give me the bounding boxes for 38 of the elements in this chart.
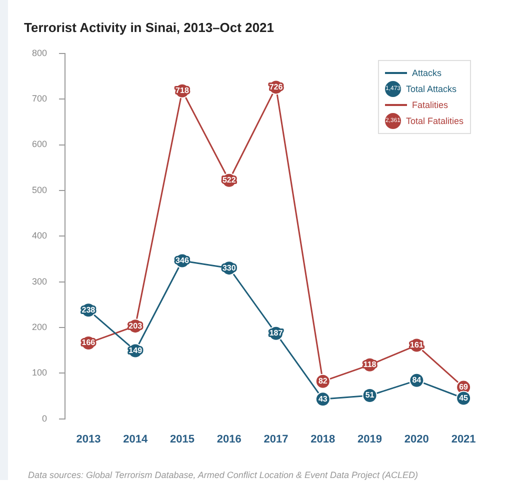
y-tick-label: 300 xyxy=(32,276,48,286)
data-label: 43 xyxy=(318,394,328,404)
x-tick-label: 2014 xyxy=(123,433,148,446)
x-tick-label: 2020 xyxy=(404,433,429,446)
data-label: 84 xyxy=(412,376,422,385)
x-tick-label: 2015 xyxy=(170,433,194,446)
data-label: 166 xyxy=(82,338,96,348)
data-label: 330 xyxy=(222,263,236,272)
data-label: 726 xyxy=(269,82,284,92)
legend-label: Attacks xyxy=(412,68,442,78)
chart-title: Terrorist Activity in Sinai, 2013–Oct 2021 xyxy=(24,20,274,35)
annotation: Total Attacks xyxy=(406,84,457,94)
x-tick-label: 2018 xyxy=(310,433,336,446)
x-tick-label: 2016 xyxy=(216,433,242,446)
text: Data sources: Global Terrorism Database, Armed Conflict Location & Event Data Project (ACLED) xyxy=(28,470,418,480)
data-label: 45 xyxy=(459,393,469,402)
data-label: 238 xyxy=(82,305,96,314)
y-tick-label: 600 xyxy=(32,139,48,150)
y-tick-label: 500 xyxy=(32,184,48,195)
data-label: 149 xyxy=(128,346,143,355)
y-tick-label: 800 xyxy=(32,48,48,58)
legend-label: Fatalities xyxy=(412,100,448,110)
y-tick-label: 0 xyxy=(42,413,48,424)
data-label: 82 xyxy=(318,376,328,386)
x-tick-label: 2013 xyxy=(76,433,101,446)
data-label: 51 xyxy=(365,390,375,400)
y-tick-label: 100 xyxy=(32,368,48,378)
y-tick-label: 400 xyxy=(32,230,48,241)
y-tick-label: 700 xyxy=(32,94,48,104)
y-tick-label: 200 xyxy=(32,322,48,332)
data-label: 118 xyxy=(363,360,377,370)
data-label: 187 xyxy=(269,328,284,338)
x-tick-label: 2021 xyxy=(451,433,476,446)
annotation: Total Fatalities xyxy=(406,116,464,126)
x-tick-label: 2019 xyxy=(358,433,382,446)
data-label: 69 xyxy=(459,382,469,392)
x-tick-label: 2017 xyxy=(264,433,288,446)
data-label: 522 xyxy=(222,176,236,185)
